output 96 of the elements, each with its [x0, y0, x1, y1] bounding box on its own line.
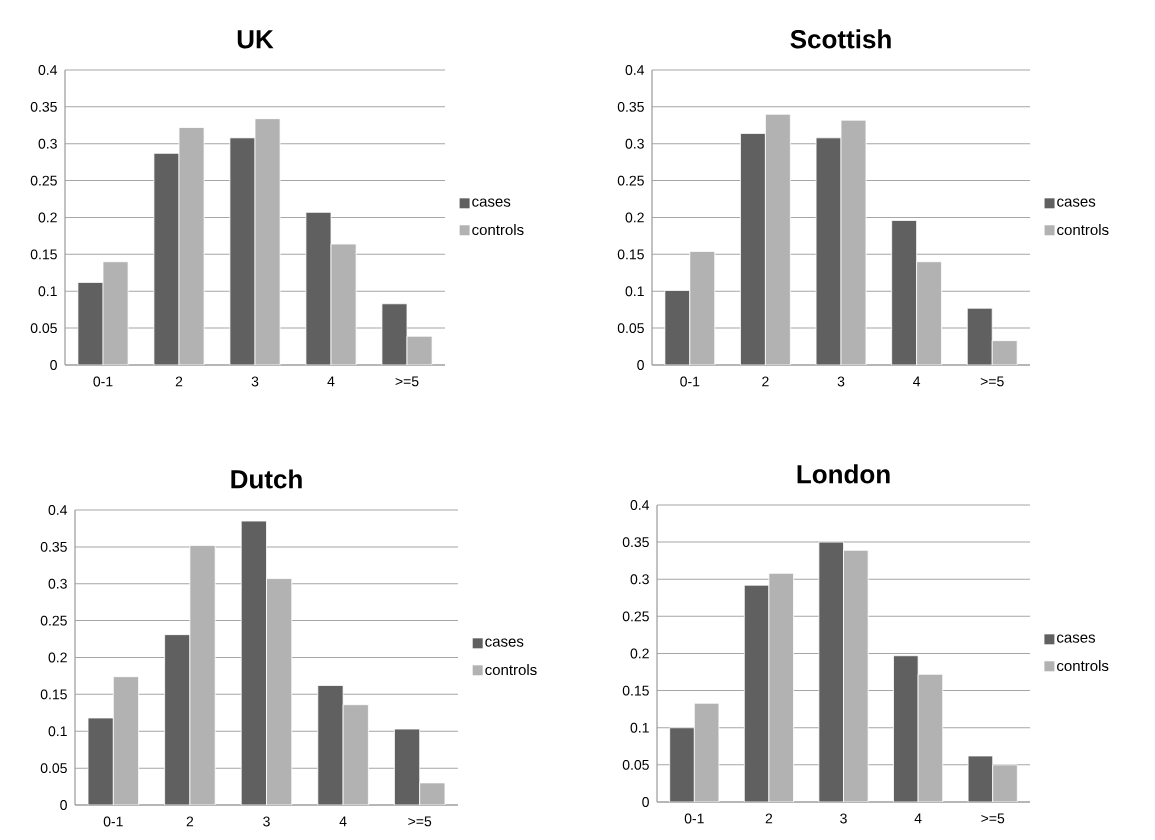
bar [381, 303, 408, 365]
y-tick-label: 0.35 [40, 541, 67, 552]
bar [740, 133, 766, 365]
x-tick-label: 3 [840, 813, 847, 824]
y-tick-label: 0.25 [30, 175, 57, 186]
legend-label: cases [1057, 198, 1096, 207]
x-tick-label: 4 [913, 376, 921, 387]
y-tick-label: 0.3 [48, 578, 67, 589]
y-tick-label: 0.05 [622, 759, 649, 770]
y-tick-label: 0.1 [625, 286, 644, 297]
y-tick-label: 0.2 [630, 648, 649, 659]
y-tick-label: 0 [642, 797, 649, 807]
bar [815, 137, 842, 365]
bar [840, 119, 867, 365]
y-tick-label: 0.35 [617, 101, 644, 112]
legend-label: cases [485, 638, 524, 647]
legend-label: controls [1057, 660, 1109, 672]
y-tick-label: 0.35 [30, 101, 57, 112]
y-tick-label: 0 [50, 360, 57, 370]
x-tick-label: 4 [327, 376, 335, 387]
x-tick-label: 0-1 [684, 813, 704, 824]
x-tick-label: 2 [765, 813, 773, 824]
y-tick-label: 0.05 [30, 323, 57, 334]
x-tick-label: 3 [263, 816, 270, 827]
y-tick-label: 0.4 [48, 505, 68, 515]
bar [330, 243, 357, 365]
x-tick-label: >=5 [981, 813, 1005, 824]
bar [891, 220, 918, 365]
x-tick-label: 2 [175, 376, 183, 387]
x-tick-label: 3 [251, 376, 259, 387]
bar [317, 685, 344, 805]
y-tick-label: 0.2 [48, 652, 67, 663]
x-tick-label: 0-1 [93, 376, 113, 387]
y-tick-label: 0.25 [622, 611, 649, 622]
legend-label: controls [1057, 224, 1109, 236]
bar [305, 211, 332, 365]
x-tick-label: >=5 [408, 816, 432, 827]
bar [102, 261, 129, 365]
bar [992, 764, 1018, 802]
y-tick-label: 0.25 [617, 175, 644, 186]
y-tick-label: 0.2 [625, 212, 644, 223]
y-tick-label: 0.25 [40, 615, 67, 626]
y-tick-label: 0.2 [38, 212, 57, 223]
y-tick-label: 0.15 [622, 685, 649, 696]
y-tick-label: 0.1 [630, 722, 649, 733]
chart-title: UK [237, 30, 274, 49]
x-tick-label: >=5 [980, 376, 1004, 387]
x-tick-label: >=5 [395, 376, 419, 387]
bar [843, 549, 869, 802]
bar [87, 717, 114, 805]
bar [164, 634, 191, 805]
y-tick-label: 0 [637, 360, 644, 370]
legend-label: cases [472, 198, 511, 207]
y-tick-label: 0.05 [40, 763, 67, 774]
y-tick-label: 0.15 [30, 249, 57, 260]
bar [966, 307, 993, 365]
bar [77, 281, 104, 365]
bar [153, 152, 180, 365]
y-tick-label: 0.15 [617, 249, 644, 260]
bar [991, 340, 1018, 365]
legend-label: controls [485, 664, 537, 676]
bar [240, 520, 267, 805]
y-tick-label: 0.4 [630, 500, 650, 510]
x-tick-label: 4 [914, 813, 922, 824]
y-tick-label: 0.1 [38, 286, 57, 297]
x-tick-label: 3 [837, 376, 845, 387]
y-tick-label: 0.05 [617, 323, 644, 334]
bar [664, 290, 691, 365]
y-tick-label: 0.35 [622, 537, 649, 548]
y-tick-label: 0.3 [625, 138, 644, 149]
chart-title: London [797, 464, 890, 484]
bar [178, 127, 205, 365]
bar [743, 584, 770, 802]
bar [254, 118, 281, 365]
y-tick-label: 0.1 [48, 726, 67, 737]
legend-label: controls [472, 224, 524, 236]
bar [394, 728, 421, 805]
chart-title: Dutch [231, 469, 302, 489]
y-tick-label: 0.3 [38, 138, 57, 149]
bar [893, 655, 919, 802]
chart-title: Scottish [790, 29, 891, 49]
y-tick-label: 0.3 [630, 574, 649, 585]
bar [818, 541, 844, 802]
x-tick-label: 0-1 [680, 376, 700, 387]
y-tick-label: 0.4 [38, 65, 58, 75]
bar [669, 727, 695, 802]
y-tick-label: 0.4 [625, 65, 645, 75]
bar [693, 702, 720, 802]
x-tick-label: 0-1 [103, 816, 123, 827]
x-tick-label: 2 [186, 816, 194, 827]
y-tick-label: 0 [60, 800, 67, 810]
bar [229, 137, 256, 365]
x-tick-label: 4 [339, 816, 347, 827]
legend-label: cases [1057, 634, 1096, 643]
x-tick-label: 2 [762, 376, 769, 387]
y-tick-label: 0.15 [40, 689, 67, 700]
